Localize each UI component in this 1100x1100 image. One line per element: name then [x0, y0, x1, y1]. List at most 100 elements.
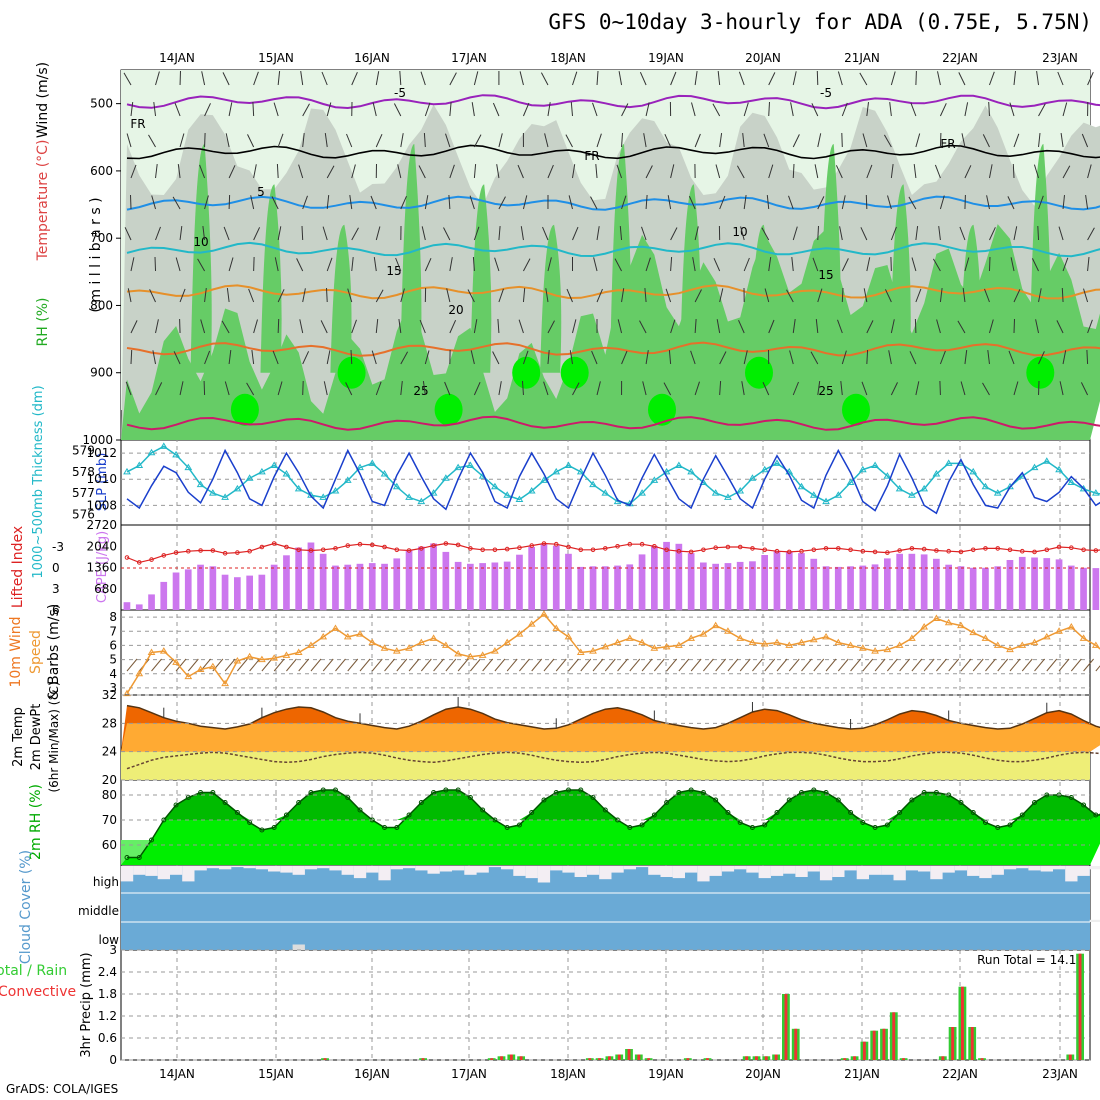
wind-barb — [153, 102, 157, 117]
wind-barb — [664, 133, 672, 148]
rh2m-line-point — [639, 822, 645, 828]
rh-plume — [749, 224, 771, 373]
wind-barb — [155, 382, 163, 396]
wind-barb — [1086, 349, 1089, 365]
rh2m-tick-label: 70 — [102, 813, 117, 827]
wind-barb — [444, 381, 451, 396]
wind-barb — [645, 165, 653, 179]
wind-barb — [959, 226, 966, 241]
temp-line — [126, 704, 1100, 730]
wind-barb — [866, 349, 869, 365]
wind-barb — [277, 133, 284, 148]
wind-barb — [347, 288, 353, 303]
thickness-line-point — [552, 467, 561, 475]
high-cloud-gap — [562, 866, 575, 873]
thickness-tick-label: 579 — [72, 444, 95, 458]
rh2m-line-point — [136, 855, 142, 860]
wind-barb — [276, 163, 279, 179]
high-cloud-gap — [145, 866, 158, 876]
cape-bar — [1080, 567, 1087, 610]
wind-barb — [837, 71, 843, 86]
wind-speed-line-point — [233, 657, 242, 664]
wind-barb — [595, 164, 598, 179]
wind-barb — [1062, 350, 1067, 365]
thickness-line-point — [834, 491, 843, 498]
contour-label: FR — [584, 149, 599, 163]
wind-barb — [154, 256, 157, 272]
wind-barb — [670, 319, 676, 334]
surface-wind-barb — [1083, 658, 1094, 672]
lifted-point — [688, 549, 694, 555]
wind-barb — [498, 381, 502, 396]
precip-convective-bar — [608, 1056, 611, 1060]
wind-barb — [204, 103, 211, 117]
high-cloud-gap — [611, 866, 624, 873]
high-cloud-gap — [1003, 866, 1017, 870]
wind-barb — [400, 195, 407, 210]
lifted-point — [627, 541, 633, 547]
wind-barb — [835, 165, 843, 179]
thickness-line-point — [208, 489, 217, 496]
cape-bar — [920, 554, 928, 610]
wind-barb — [149, 289, 156, 303]
cape-bar — [724, 563, 732, 610]
wind-barb — [888, 350, 892, 365]
rh2m-line-point — [271, 825, 277, 830]
surface-wind-barb — [960, 658, 972, 672]
wind-barb — [277, 289, 285, 303]
wind-barb — [253, 227, 261, 241]
cape-bar — [994, 566, 1002, 610]
cape-bar — [908, 553, 916, 611]
wind-barb — [1038, 288, 1042, 303]
high-cloud-gap — [660, 866, 673, 877]
lifted-tick-label: 6 — [52, 603, 60, 617]
cape-bar — [381, 563, 388, 610]
wind-barb — [130, 164, 137, 179]
wind-barb — [719, 195, 726, 210]
wind-barb — [247, 134, 255, 148]
wind-barb — [811, 103, 819, 117]
contour-label: 15 — [386, 264, 401, 278]
wind-barb — [1059, 381, 1064, 396]
wind-barb — [130, 194, 132, 210]
rh2m-line-point — [222, 800, 228, 805]
precip-convective-bar — [843, 1058, 847, 1060]
wind-barb — [644, 288, 647, 303]
precip-convective-bar — [951, 1027, 955, 1060]
precip-convective-bar — [706, 1058, 709, 1060]
lifted-point — [1019, 548, 1025, 554]
thickness-line-point — [147, 448, 156, 456]
wind-speed-line-point — [221, 679, 229, 687]
wind-barb — [643, 133, 647, 148]
rh2m-line-point — [676, 790, 682, 795]
wind-barb — [621, 350, 628, 365]
lifted-point — [394, 547, 400, 553]
wind-speed-line-point — [834, 638, 843, 646]
cape-bar — [1006, 560, 1014, 610]
wind-barb — [565, 134, 573, 148]
wind-barb — [522, 195, 528, 210]
wind-barb — [543, 381, 549, 396]
wind-barb — [326, 165, 335, 179]
surface-wind-barb — [653, 658, 665, 672]
wind-barb — [719, 380, 722, 396]
wind-barb — [252, 101, 255, 117]
wind-speed-line-point — [319, 632, 328, 640]
precip-convective-bar — [598, 1058, 601, 1060]
slp-line — [126, 448, 1100, 515]
thickness-line-point — [503, 491, 512, 498]
surface-wind-barb — [249, 658, 261, 672]
lifted-point — [615, 544, 620, 549]
surface-wind-barb — [1070, 658, 1082, 672]
high-cloud-gap — [574, 866, 587, 877]
wind-barb — [152, 350, 157, 365]
wind-speed-line-point — [147, 648, 156, 655]
wind-speed-line-point — [552, 624, 561, 631]
rh2m-line-point — [970, 810, 976, 815]
precip-tick-label: 3 — [109, 943, 117, 957]
wind-barb — [982, 382, 990, 396]
wind-barb — [1013, 318, 1015, 334]
high-cloud-gap — [476, 866, 489, 873]
lifted-tick-label: -3 — [52, 540, 64, 554]
wind-barb — [1013, 289, 1021, 303]
